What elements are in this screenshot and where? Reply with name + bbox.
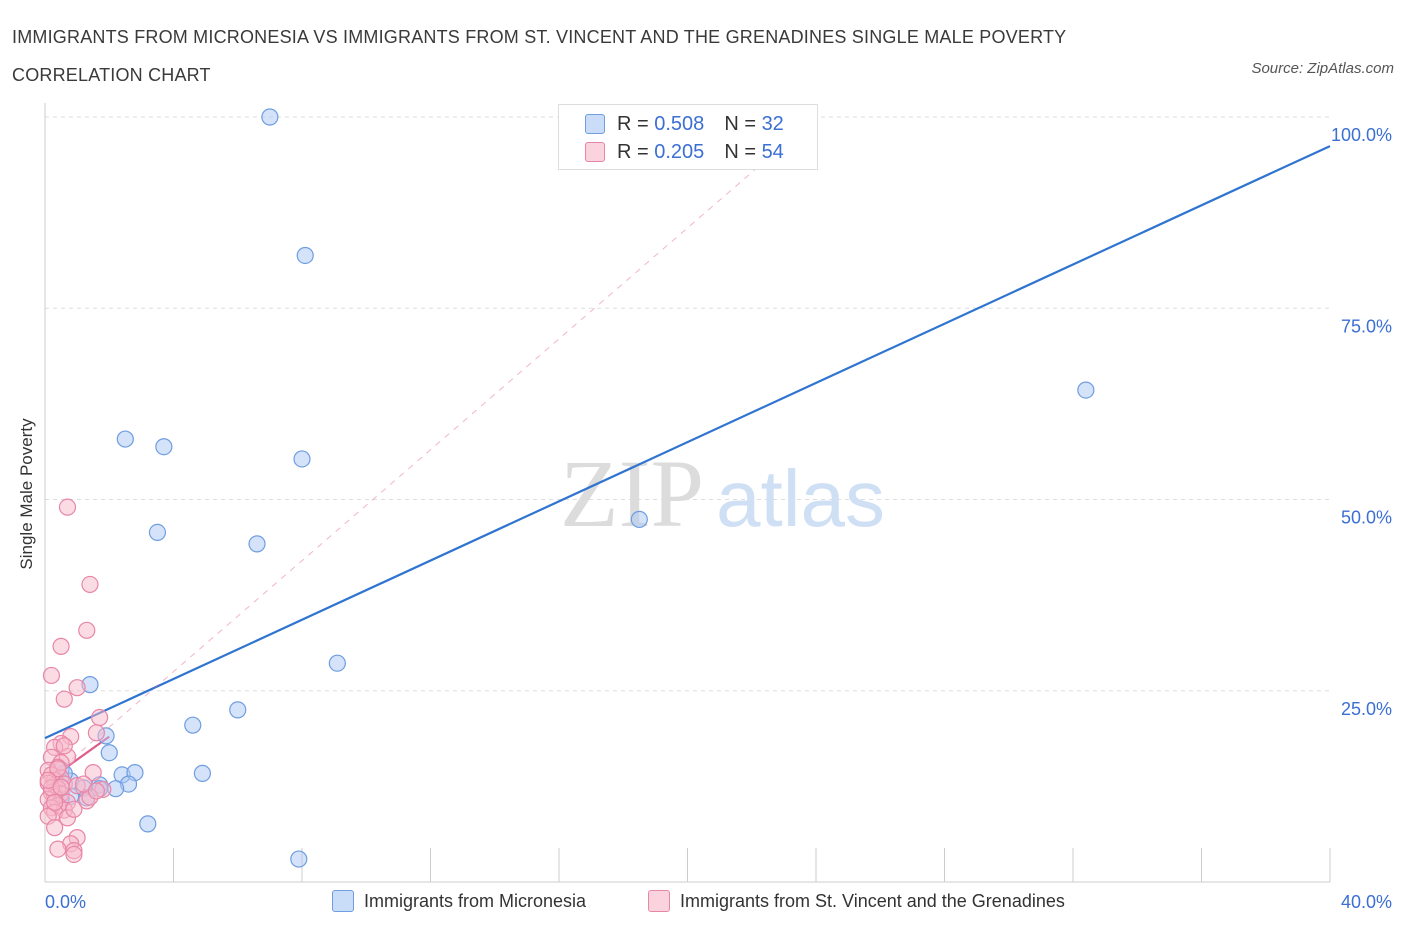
point-micronesia: [139, 815, 157, 833]
point-micronesia: [116, 430, 134, 448]
watermark-atlas: atlas: [716, 454, 885, 543]
point-micronesia: [261, 108, 279, 126]
y-tick-label: 50.0%: [1341, 508, 1392, 528]
point-stvincent: [52, 637, 70, 655]
point-stvincent: [52, 778, 70, 796]
point-micronesia: [1077, 381, 1095, 399]
point-micronesia: [148, 523, 167, 541]
point-micronesia: [293, 450, 311, 468]
legend-n-label: N =: [724, 140, 756, 163]
point-stvincent: [65, 800, 83, 818]
point-micronesia: [184, 716, 202, 734]
legend-row-stvincent: R = 0.205 N = 54: [585, 141, 784, 163]
chart-title: IMMIGRANTS FROM MICRONESIA VS IMMIGRANTS…: [12, 27, 1067, 85]
watermark: ZIP atlas: [560, 440, 885, 547]
point-micronesia: [630, 510, 648, 528]
bottom-legend-label-micronesia: Immigrants from Micronesia: [364, 890, 587, 911]
trendline-micronesia: [44, 145, 1331, 740]
source-label: Source: ZipAtlas.com: [1251, 60, 1394, 77]
point-stvincent: [81, 575, 99, 594]
trendline-stvincent-dashed: [44, 116, 817, 783]
point-micronesia: [248, 535, 266, 553]
legend-r-value-stvincent: 0.205: [654, 140, 705, 163]
point-stvincent: [91, 708, 109, 727]
bottom-legend-label-stvincent: Immigrants from St. Vincent and the Gren…: [680, 890, 1065, 911]
point-micronesia: [328, 654, 346, 672]
data-points: [39, 108, 1095, 868]
legend-n-value-micronesia: 32: [761, 112, 784, 135]
point-stvincent: [46, 819, 64, 837]
bottom-legend-stvincent: Immigrants from St. Vincent and the Gren…: [648, 890, 1065, 912]
legend-row-micronesia: R = 0.508 N = 32: [585, 113, 784, 135]
point-micronesia: [296, 246, 314, 265]
x-tick-label: 0.0%: [45, 892, 86, 912]
point-stvincent: [84, 764, 102, 782]
watermark-zip: ZIP: [560, 440, 704, 547]
y-tick-label: 75.0%: [1341, 316, 1392, 336]
point-stvincent: [46, 793, 64, 812]
y-axis-label: Single Male Poverty: [17, 418, 36, 570]
point-micronesia: [193, 764, 212, 782]
bottom-legend-micronesia: Immigrants from Micronesia: [332, 890, 586, 912]
legend-swatch-blue: [585, 114, 605, 134]
point-micronesia: [155, 438, 173, 456]
point-stvincent: [68, 679, 86, 697]
point-stvincent: [49, 760, 67, 778]
x-tick-label: 40.0%: [1341, 892, 1392, 912]
point-stvincent: [49, 840, 67, 858]
legend-r-label: R =: [617, 140, 649, 163]
point-stvincent: [87, 724, 106, 742]
grid-lines: [45, 116, 1330, 692]
y-tick-label: 100.0%: [1331, 125, 1392, 145]
legend-stats: R = 0.508 N = 32 R = 0.205 N = 54: [558, 104, 818, 170]
y-tick-label: 25.0%: [1341, 699, 1392, 719]
legend-r-label: R =: [617, 112, 649, 135]
point-stvincent: [58, 498, 77, 516]
point-micronesia: [229, 701, 247, 719]
point-stvincent: [78, 621, 96, 639]
legend-n-label: N =: [724, 112, 756, 135]
point-micronesia: [100, 744, 118, 762]
bottom-legend-swatch-pink: [648, 890, 670, 912]
point-stvincent: [65, 845, 83, 864]
point-stvincent: [55, 737, 73, 755]
legend-r-value-micronesia: 0.508: [654, 112, 705, 135]
tick-labels: 25.0% 50.0% 75.0% 100.0% 0.0% 40.0%: [45, 125, 1392, 912]
legend-n-value-stvincent: 54: [761, 140, 784, 163]
point-stvincent: [42, 666, 61, 685]
bottom-legend-swatch-blue: [332, 890, 354, 912]
point-stvincent: [55, 690, 73, 708]
point-micronesia: [290, 850, 308, 868]
point-stvincent: [87, 782, 106, 800]
legend-swatch-pink: [585, 142, 605, 162]
